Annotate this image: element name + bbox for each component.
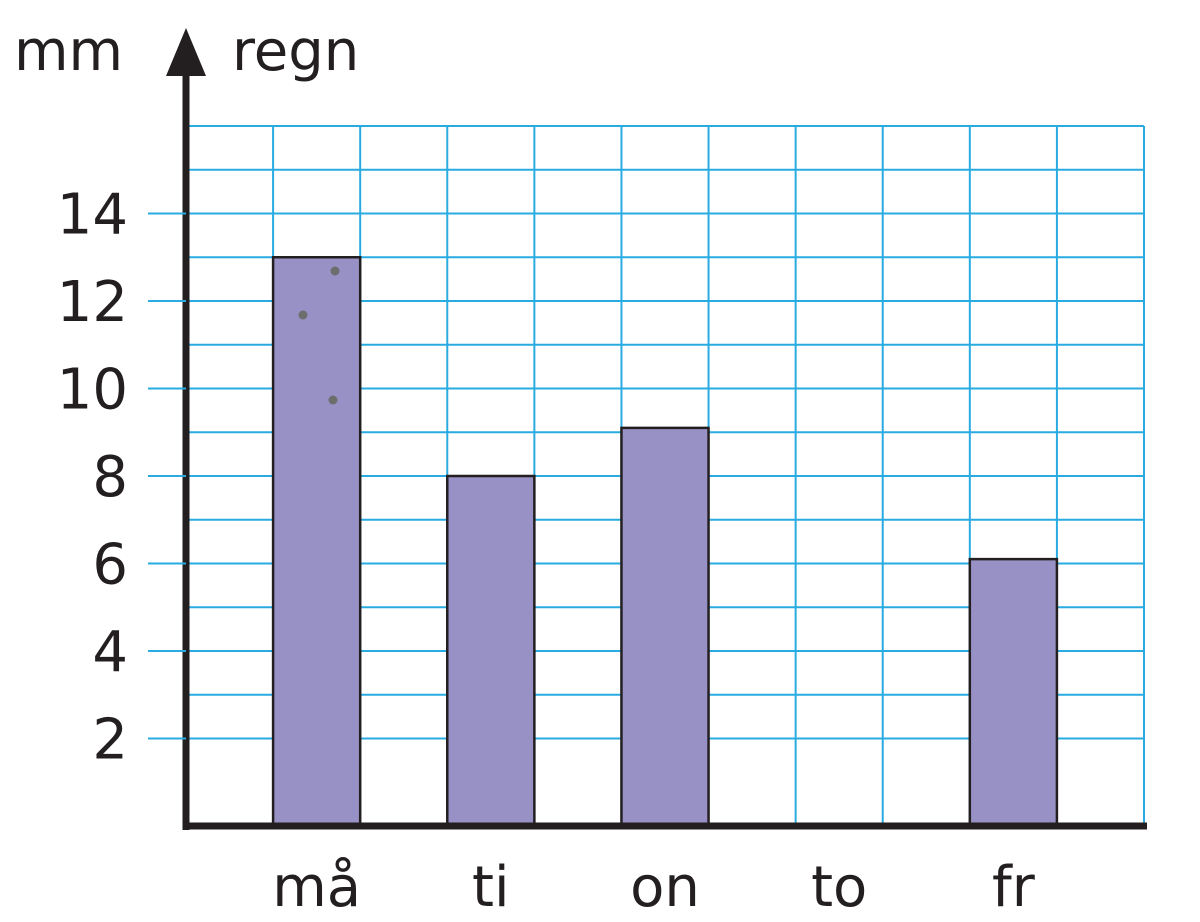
chart-title: regn [232, 19, 359, 84]
y-tick-label: 2 [92, 708, 128, 773]
y-tick-label: 14 [57, 183, 128, 248]
y-tick-label: 6 [92, 533, 128, 598]
speck [298, 310, 308, 320]
bars [271, 256, 1059, 828]
x-category-labels: må ti on to fr [272, 855, 1036, 920]
bar [446, 474, 536, 828]
speck [330, 266, 340, 276]
speck [328, 395, 338, 405]
y-unit-label: mm [14, 19, 123, 84]
category-label: to [811, 855, 867, 920]
bar [271, 256, 362, 828]
y-axis-arrow [166, 28, 206, 76]
axes [166, 28, 1147, 830]
category-label: ti [472, 855, 510, 920]
y-tick-label: 4 [92, 620, 128, 685]
category-label: on [630, 855, 700, 920]
category-label: fr [992, 855, 1036, 920]
bar-specks [298, 266, 340, 405]
y-tick-label: 10 [57, 358, 128, 423]
y-tick-label: 8 [92, 445, 128, 510]
bar [620, 426, 710, 828]
category-label: må [272, 855, 361, 920]
bar [968, 557, 1059, 828]
y-tick-labels: 2 4 6 8 10 12 14 [57, 183, 186, 773]
y-tick-label: 12 [57, 270, 128, 335]
